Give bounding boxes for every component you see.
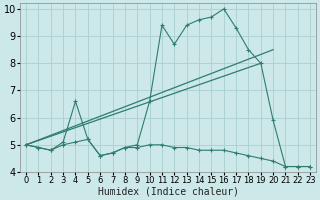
X-axis label: Humidex (Indice chaleur): Humidex (Indice chaleur)	[98, 187, 239, 197]
